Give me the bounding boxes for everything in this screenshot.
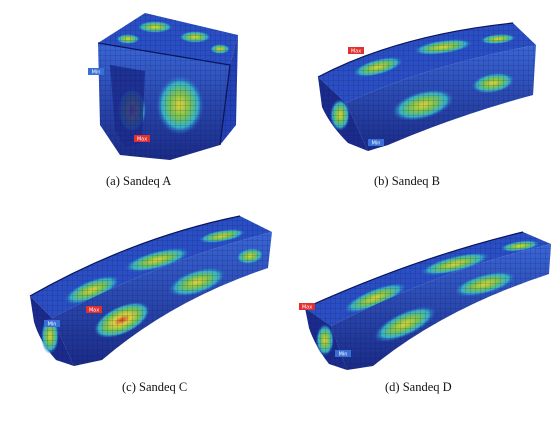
caption-d: (d) Sandeq D: [385, 380, 452, 394]
panel-c: Max Min: [22, 210, 277, 372]
min-tag-label: Min: [48, 322, 57, 328]
min-tag: [368, 139, 384, 146]
max-tag-label: Max: [89, 308, 99, 314]
min-tag: [88, 68, 104, 75]
max-tag: [299, 303, 315, 310]
min-tag: [335, 350, 351, 357]
max-tag: [348, 47, 364, 54]
min-tag: [44, 320, 60, 327]
fem-model-a: Min Max: [88, 13, 238, 160]
max-tag-label: Max: [351, 49, 361, 55]
panel-b: Max Min: [308, 15, 538, 165]
fem-model-c: Max Min: [29, 215, 272, 366]
panel-d: Max Min: [295, 228, 555, 373]
max-tag-label: Max: [137, 137, 147, 143]
max-tag: [86, 306, 102, 313]
min-tag-label: Min: [92, 70, 101, 76]
min-tag-label: Min: [372, 141, 381, 147]
min-tag-label: Min: [339, 352, 348, 358]
max-tag: [134, 135, 150, 142]
caption-a: (a) Sandeq A: [106, 174, 172, 188]
caption-b: (b) Sandeq B: [374, 174, 440, 188]
caption-c: (c) Sandeq C: [122, 380, 188, 394]
fem-model-d: Max Min: [299, 231, 551, 370]
fem-model-b: Max Min: [317, 22, 536, 151]
panel-a: Min Max: [70, 5, 250, 165]
max-tag-label: Max: [302, 305, 312, 311]
